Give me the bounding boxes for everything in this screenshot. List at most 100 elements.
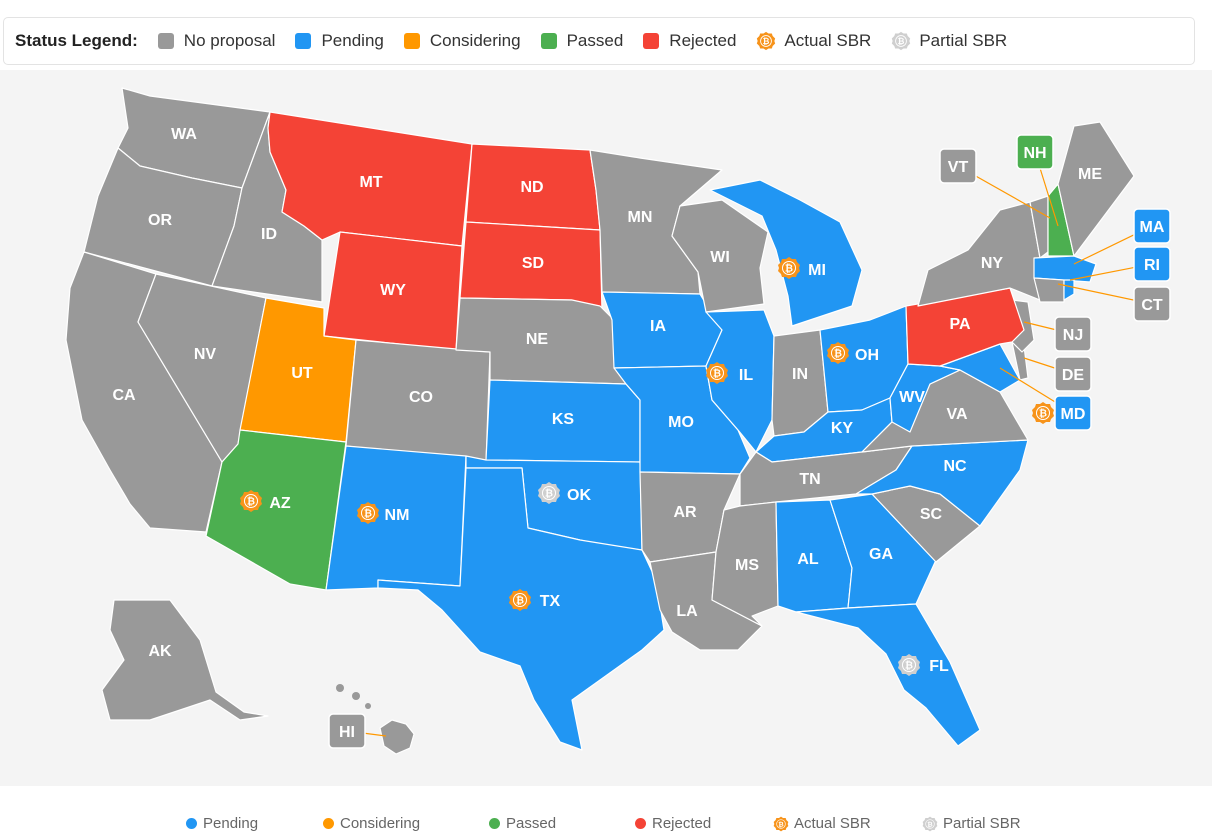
legend-swatch-passed [540,33,557,49]
state-label-CT: CT [1141,297,1163,314]
state-label-NY: NY [981,255,1004,272]
state-FL[interactable] [795,603,981,747]
state-label-ID: ID [261,226,277,243]
state-label-SD: SD [522,255,544,272]
state-label-SC: SC [920,506,943,523]
state-box-NH[interactable] [1016,134,1054,170]
state-label-TN: TN [799,471,820,488]
legend-label: Rejected [652,815,712,832]
state-label-MS: MS [735,557,759,574]
legend-label: Actual SBR [784,31,872,50]
island-hi [352,692,360,700]
state-HI[interactable] [379,719,415,755]
state-label-MN: MN [628,209,653,226]
state-label-MA: MA [1140,219,1165,236]
actual-sbr-coin-icon-MD [1032,402,1054,424]
state-label-WI: WI [710,249,730,266]
legend-swatch-rejected [643,33,660,49]
state-label-MO: MO [668,414,694,431]
legend-item-passed: Passed [540,31,623,51]
state-label-PA: PA [949,316,970,333]
state-AK[interactable] [101,599,269,721]
legend-item-considering: Considering [403,31,521,51]
state-label-OK: OK [567,487,591,504]
bitcoin-coin-outline-icon [922,816,938,831]
bitcoin-coin-icon [773,816,789,831]
legend-dot [489,818,500,829]
bottom-legend-rejected[interactable]: Rejected [635,815,711,832]
state-MI[interactable] [709,179,863,327]
state-NY[interactable] [917,201,1041,307]
state-box-MD[interactable] [1054,395,1092,431]
state-label-CO: CO [409,389,433,406]
state-label-FL: FL [929,658,949,675]
state-box-MA[interactable] [1133,208,1171,244]
bottom-legend-considering[interactable]: Considering [323,815,420,832]
state-box-VT[interactable] [939,148,977,184]
state-MT[interactable] [267,111,473,247]
legend-dot [635,818,646,829]
state-CT[interactable] [1033,277,1065,303]
state-label-WA: WA [171,126,197,143]
state-box-NJ[interactable] [1054,316,1092,352]
legend-item-no-proposal: No proposal [157,31,275,51]
state-box-CT[interactable] [1133,286,1171,322]
bottom-legend-pending[interactable]: Pending [186,815,258,832]
legend-label: Considering [340,815,421,832]
state-label-IA: IA [650,318,666,335]
state-label-RI: RI [1144,257,1160,274]
bottom-legend-actual-sbr[interactable]: Actual SBR [773,815,871,832]
state-label-AL: AL [797,551,819,568]
legend-dot [323,818,334,829]
state-label-NM: NM [385,507,410,524]
legend-item-pending: Pending [295,31,384,51]
bottom-legend-partial-sbr[interactable]: Partial SBR [922,815,1021,832]
state-label-NH: NH [1023,145,1046,162]
state-label-VA: VA [946,406,967,423]
island-hi [336,684,344,692]
state-label-CA: CA [112,387,136,404]
bitcoin-coin-icon [757,31,776,51]
state-label-LA: LA [676,603,698,620]
state-MA[interactable] [1033,255,1097,283]
state-IL[interactable] [705,309,775,453]
legend-label: Partial SBR [919,31,1008,50]
state-label-WV: WV [899,389,925,406]
legend-label: Actual SBR [794,815,871,832]
state-label-GA: GA [869,546,893,563]
state-label-HI: HI [339,724,355,741]
state-RI[interactable] [1063,279,1075,301]
state-label-IN: IN [792,366,808,383]
legend-item-partial-sbr: Partial SBR [891,31,1007,51]
state-label-OH: OH [855,347,879,364]
state-box-HI[interactable] [328,713,366,749]
status-legend: Status Legend: No proposal Pending Consi… [3,17,1195,65]
state-label-MD: MD [1061,406,1086,423]
legend-swatch-considering [403,33,420,49]
bitcoin-coin-outline-icon [892,31,911,51]
state-box-DE[interactable] [1054,356,1092,392]
state-NC[interactable] [855,439,1029,527]
legend-label: Partial SBR [943,815,1021,832]
state-box-RI[interactable] [1133,246,1171,282]
legend-item-rejected: Rejected [643,31,736,51]
state-label-TX: TX [540,593,561,610]
legend-swatch-pending [295,33,312,49]
state-label-KY: KY [831,420,854,437]
state-WI[interactable] [671,199,769,313]
us-state-map: WA OR CA ID NV MT WY UT AZ CO NM ND SD NE KS OK TX MN IA MO… [65,87,1171,755]
state-label-AR: AR [673,504,697,521]
state-label-NJ: NJ [1063,327,1083,344]
state-label-VT: VT [948,159,969,176]
state-label-MT: MT [359,174,382,191]
state-label-DE: DE [1062,367,1085,384]
state-label-MI: MI [808,262,826,279]
legend-label: Passed [506,815,557,832]
state-PA[interactable] [905,287,1025,367]
state-ME[interactable] [1057,121,1135,257]
legend-item-actual-sbr: Actual SBR [756,31,871,51]
state-label-UT: UT [291,365,313,382]
legend-label: Considering [429,31,521,50]
legend-dot [186,818,197,829]
bottom-legend-passed[interactable]: Passed [489,815,556,832]
